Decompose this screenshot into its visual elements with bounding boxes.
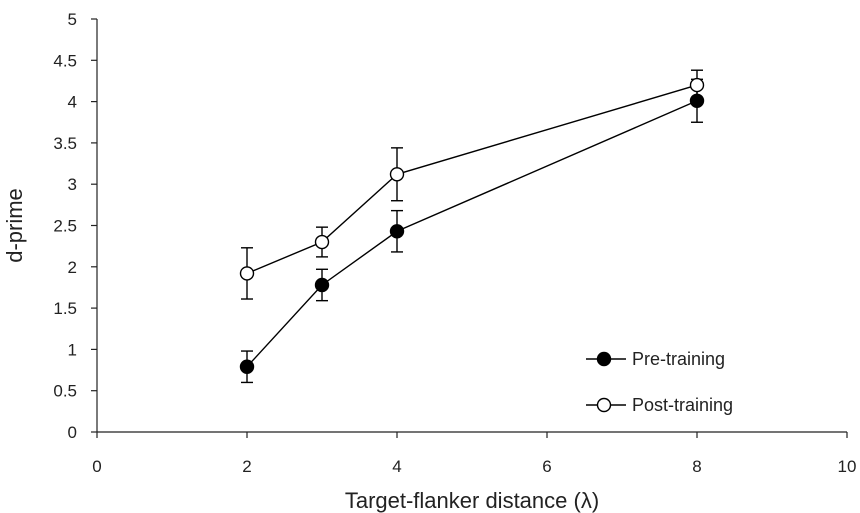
legend: Pre-training Post-training [586,349,733,415]
series-pre-training [239,78,705,384]
series-line [246,84,698,275]
y-tick-label: 3.5 [53,134,77,153]
x-tick-label: 10 [838,457,857,476]
x-tick-label: 4 [392,457,401,476]
x-tick-label: 0 [92,457,101,476]
data-point [389,167,405,182]
legend-item-post-training: Post-training [586,395,733,415]
y-tick-label: 2 [68,258,77,277]
y-tick-label: 1 [68,340,77,359]
y-tick-label: 1.5 [53,299,77,318]
x-tick-label: 8 [692,457,701,476]
x-ticks: 0 2 4 6 8 10 [92,432,856,476]
data-point [314,234,330,250]
x-tick-label: 6 [542,457,551,476]
x-tick-label: 2 [242,457,251,476]
legend-label-post-training: Post-training [632,395,733,415]
data-point [239,266,255,281]
y-tick-label: 0.5 [53,382,77,401]
y-tick-label: 4.5 [53,51,77,70]
axes: 0 0.5 1 1.5 2 2.5 3 3.5 4 4.5 5 0 2 4 6 8 10 [53,10,856,476]
series-post-training [239,69,705,300]
y-tick-label: 3 [68,175,77,194]
data-point [689,77,705,93]
y-axis-title: d-prime [2,188,27,263]
x-axis-title: Target-flanker distance (λ) [345,488,599,513]
data-point [389,224,405,239]
y-tick-label: 5 [68,10,77,29]
legend-label-pre-training: Pre-training [632,349,725,369]
legend-marker-post-training [596,397,612,413]
y-ticks: 0 0.5 1 1.5 2 2.5 3 3.5 4 4.5 5 [53,10,97,442]
series-line [246,100,698,368]
y-tick-label: 2.5 [53,217,77,236]
data-point [314,277,330,293]
series-layer [239,69,705,384]
legend-item-pre-training: Pre-training [586,349,725,369]
legend-marker-pre-training [596,351,612,367]
y-tick-label: 0 [68,423,77,442]
data-point [239,359,255,374]
y-tick-label: 4 [68,93,77,112]
